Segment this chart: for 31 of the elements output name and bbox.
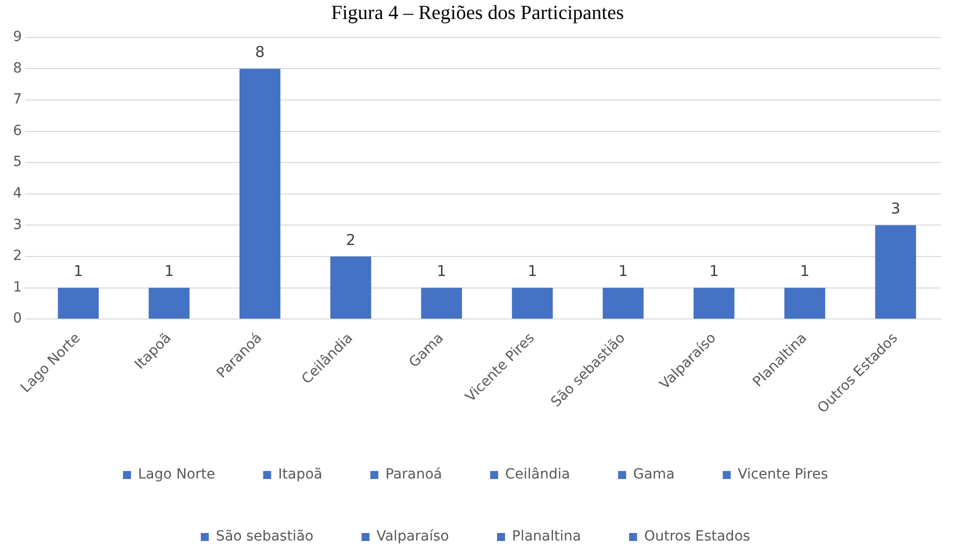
data-label: 2 [346,230,356,249]
legend-label: Paranoá [385,466,442,483]
legend-label: Vicente Pires [738,466,828,483]
data-label: 1 [74,262,84,280]
legend-label: Itapoã [278,466,322,483]
legend-label: Outros Estados [644,528,750,545]
legend-label: Ceilândia [505,466,570,483]
y-tick-label: 2 [12,248,22,264]
legend-label: Valparaíso [376,528,450,545]
chart-title: Figura 4 – Regiões dos Participantes [330,1,625,26]
legend-label: Lago Norte [138,466,216,483]
y-tick-label: 3 [12,216,22,233]
y-tick-label: 8 [12,60,22,76]
y-tick-label: 4 [12,186,22,202]
y-tick-label: 6 [12,122,22,139]
data-label: 1 [164,262,174,280]
data-label: 1 [618,262,628,280]
data-label: 1 [436,262,446,280]
legend-label: São sebastião [216,528,314,545]
data-label: 1 [709,262,719,280]
y-tick-label: 7 [12,92,22,108]
y-tick-label: 5 [12,154,22,170]
legend-label: Gama [633,466,675,483]
y-tick-label: 0 [12,310,22,327]
data-label: 8 [255,43,265,62]
legend-label: Planaltina [512,528,582,545]
data-label: 1 [800,262,810,280]
data-label: 1 [528,262,538,280]
data-label: 3 [890,200,900,218]
y-tick-label: 9 [12,29,22,46]
y-tick-label: 1 [12,279,22,296]
